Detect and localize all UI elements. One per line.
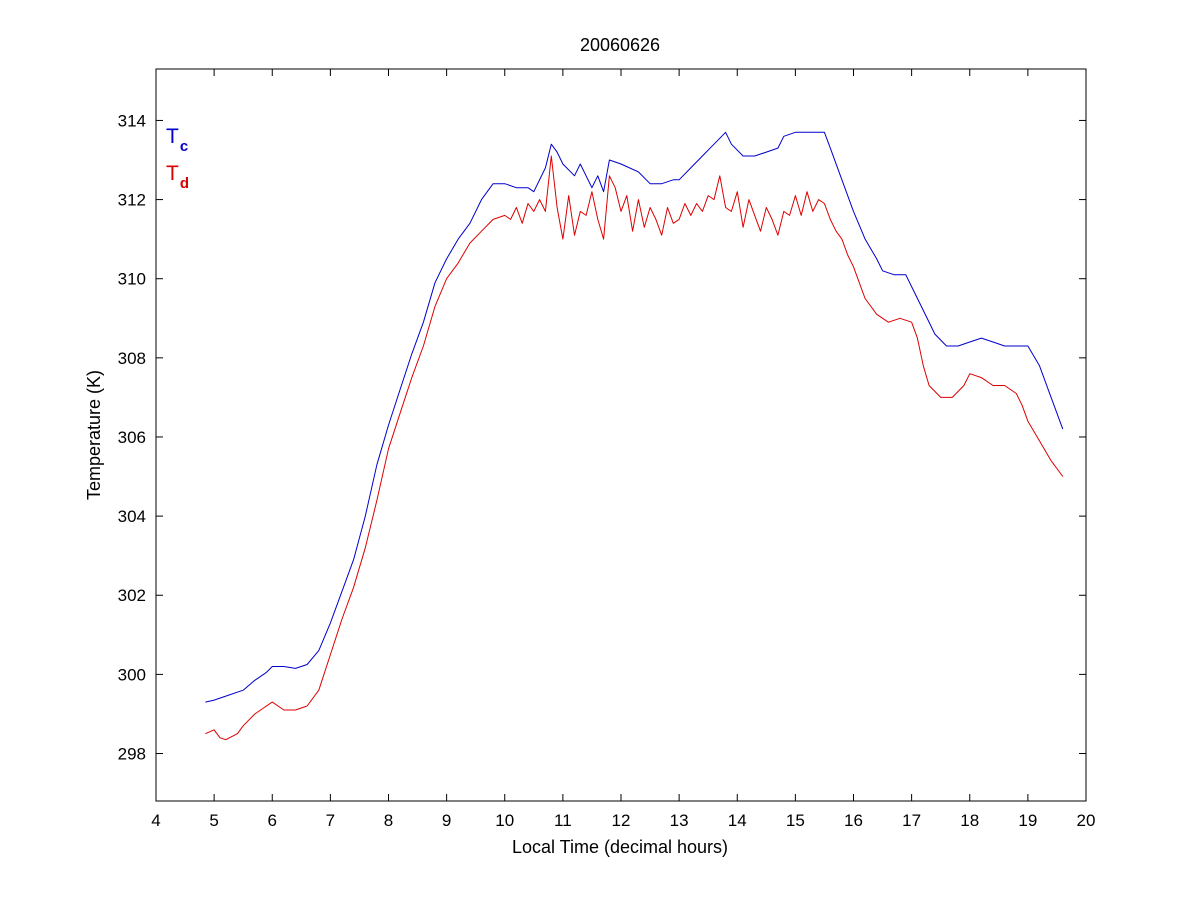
x-tick-label: 17 [902,811,921,830]
x-tick-label: 13 [670,811,689,830]
y-tick-label: 308 [118,349,146,368]
legend-item-tc: Tc [166,125,188,155]
y-tick-label: 312 [118,191,146,210]
y-tick-label: 314 [118,111,146,130]
y-tick-label: 310 [118,270,146,289]
x-tick-label: 20 [1077,811,1096,830]
legend: Tc Td [166,125,189,192]
x-tick-label: 11 [554,811,572,830]
x-tick-label: 7 [326,811,335,830]
legend-label-tc: T [166,125,179,148]
y-tick-label: 302 [118,586,146,605]
series-line-tc [205,131,1064,703]
y-axis: 298 300 302 304 306 308 310 312 314 [118,111,1086,764]
series-layer [205,131,1064,741]
chart-title: 20060626 [580,35,660,55]
x-tick-label: 8 [384,811,393,830]
x-tick-label: 6 [268,811,277,830]
y-tick-label: 300 [118,665,146,684]
x-tick-label: 18 [960,811,979,830]
y-tick-label: 298 [118,745,146,764]
y-tick-label: 304 [118,507,146,526]
legend-subscript-d: d [180,175,189,192]
legend-subscript-c: c [180,138,188,155]
y-axis-label: Temperature (K) [84,370,104,500]
legend-label-td: T [166,162,179,185]
x-tick-label: 4 [151,811,160,830]
plot-frame [155,68,1087,802]
series-line-td [205,155,1064,741]
x-tick-label: 5 [209,811,218,830]
x-tick-label: 15 [786,811,805,830]
x-tick-label: 10 [495,811,514,830]
plot-area [155,68,1087,802]
legend-item-td: Td [166,162,189,192]
x-tick-label: 16 [844,811,863,830]
x-tick-label: 9 [442,811,451,830]
x-tick-label: 14 [728,811,747,830]
x-axis-label: Local Time (decimal hours) [512,837,728,857]
x-tick-label: 19 [1018,811,1037,830]
x-axis: 4 5 6 7 8 9 10 11 12 13 14 15 16 17 18 19 20 [151,69,1095,830]
y-tick-label: 306 [118,428,146,447]
x-tick-label: 12 [612,811,631,830]
